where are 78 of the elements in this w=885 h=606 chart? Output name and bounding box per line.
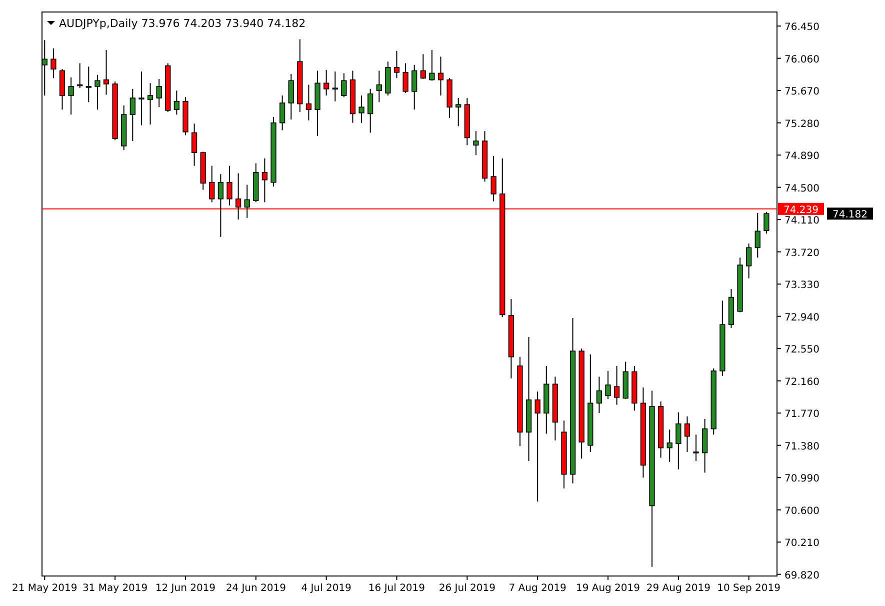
candlestick <box>376 70 382 103</box>
candlestick <box>68 76 74 116</box>
candlestick <box>262 158 268 203</box>
y-tick-label: 73.720 <box>784 248 820 259</box>
y-tick-label: 70.210 <box>784 538 820 550</box>
candlestick <box>676 412 682 470</box>
candlestick <box>605 370 611 400</box>
candlestick <box>358 95 364 124</box>
candlestick <box>490 155 496 202</box>
y-tick-label: 74.500 <box>784 183 820 194</box>
candlestick <box>684 416 690 452</box>
x-tick-label: 31 May 2019 <box>82 583 148 594</box>
y-tick-label: 71.380 <box>784 441 820 452</box>
candlestick <box>156 78 162 108</box>
candlestick <box>147 82 154 125</box>
candlestick <box>368 88 374 134</box>
y-tick-label: 70.990 <box>784 474 820 485</box>
x-tick-label: 7 Aug 2019 <box>508 583 566 594</box>
candlestick <box>473 130 479 156</box>
x-tick-label: 29 Aug 2019 <box>646 583 710 594</box>
candlestick <box>402 62 408 94</box>
candlestick <box>341 72 347 98</box>
candlestick <box>94 74 100 110</box>
y-tick-label: 72.550 <box>784 344 820 356</box>
y-tick-label: 69.820 <box>784 570 820 582</box>
y-tick-label: 76.060 <box>784 54 820 66</box>
y-tick-label: 75.670 <box>784 86 820 98</box>
candlestick <box>130 88 136 142</box>
x-tick-label: 16 Jul 2019 <box>368 583 426 594</box>
candlestick <box>332 71 338 102</box>
candlestick <box>438 56 444 96</box>
candlestick <box>693 434 699 462</box>
candlestick <box>209 165 215 203</box>
x-tick-label: 21 May 2019 <box>12 583 78 594</box>
candlestick <box>174 90 180 116</box>
candlestick <box>86 66 92 103</box>
y-tick-label: 76.450 <box>784 22 820 34</box>
candlestick <box>754 212 760 258</box>
text: 74.182 <box>832 210 868 221</box>
y-tick-label: 75.280 <box>784 118 820 130</box>
candlestick <box>279 95 286 131</box>
candlestick <box>323 69 330 96</box>
candlestick <box>702 418 708 474</box>
candlestick <box>103 50 110 96</box>
candlestick <box>394 50 400 79</box>
candlestick <box>429 50 435 82</box>
candlestick <box>534 391 540 502</box>
candlestick <box>138 71 144 126</box>
y-tick-label: 71.770 <box>784 409 820 420</box>
candlestick <box>764 211 770 234</box>
candlestick <box>746 243 752 279</box>
x-tick-label: 24 Jun 2019 <box>226 583 286 594</box>
candlestick <box>244 184 250 218</box>
text: AUDJPYp,Daily 73.976 74.203 73.940 74.182 <box>59 17 306 30</box>
candlestick <box>288 74 294 120</box>
candlestick <box>218 174 224 238</box>
candlestick <box>412 64 418 110</box>
candlestick <box>50 48 56 79</box>
candlestick <box>596 376 602 414</box>
y-tick-label: 74.890 <box>784 151 820 162</box>
candlestick <box>226 165 232 206</box>
candlestick <box>306 84 312 121</box>
y-tick-label: 74.110 <box>784 216 820 227</box>
candlestick <box>614 365 620 406</box>
x-tick-label: 19 Aug 2019 <box>576 583 640 594</box>
candlestick <box>420 54 426 80</box>
x-tick-label: 10 Sep 2019 <box>717 583 781 594</box>
x-tick-label: 4 Jul 2019 <box>301 583 352 594</box>
candlestick <box>666 429 672 462</box>
y-tick-label: 72.160 <box>784 376 820 388</box>
y-tick-label: 73.330 <box>784 280 820 292</box>
x-tick-label: 26 Jul 2019 <box>438 583 496 594</box>
ref-line-label: 74.239 <box>784 204 818 216</box>
candlestick <box>456 98 462 127</box>
y-tick-label: 70.600 <box>784 506 820 517</box>
y-tick-label: 72.940 <box>784 312 820 324</box>
candlestick <box>191 123 198 166</box>
x-tick-label: 12 Jun 2019 <box>155 583 216 594</box>
